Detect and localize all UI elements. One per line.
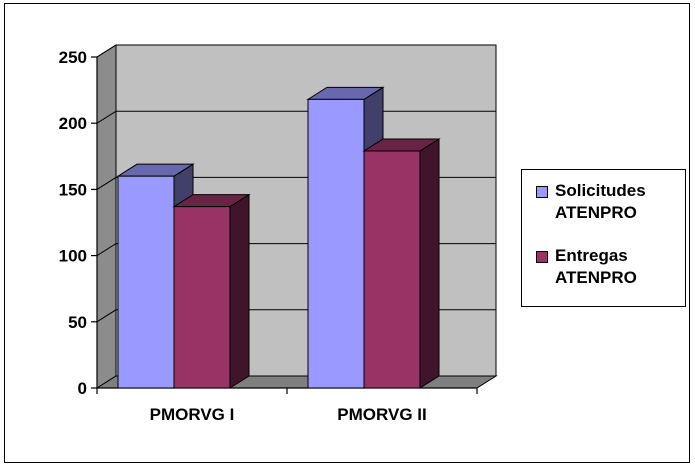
y-tick-label: 150: [59, 180, 87, 199]
legend-label-solicitudes-line-2: ATENPRO: [555, 203, 637, 222]
legend-swatch-entregas: [536, 251, 548, 263]
legend: Solicitudes ATENPRO Entregas ATENPRO: [521, 169, 686, 307]
bar: [173, 206, 231, 389]
y-tick-label: 50: [68, 313, 87, 332]
x-tick-label: PMORVG II: [337, 405, 426, 424]
gridline: [96, 44, 496, 58]
legend-swatch-solicitudes: [536, 186, 548, 198]
bar-side: [229, 193, 250, 389]
bar: [363, 150, 421, 389]
x-tick-label: PMORVG I: [150, 405, 235, 424]
legend-label-entregas-line-2: ATENPRO: [555, 268, 637, 287]
y-tick-label: 250: [59, 48, 87, 67]
legend-label-solicitudes-line-1: Solicitudes: [555, 181, 646, 200]
legend-label-entregas-line-1: Entregas: [555, 246, 628, 265]
y-tick-label: 200: [59, 114, 87, 133]
y-tick-label: 100: [59, 247, 87, 266]
bar: [117, 175, 175, 389]
bar: [307, 98, 365, 389]
side-wall: [96, 44, 117, 389]
bar-side: [419, 138, 440, 389]
y-tick-label: 0: [78, 379, 87, 398]
